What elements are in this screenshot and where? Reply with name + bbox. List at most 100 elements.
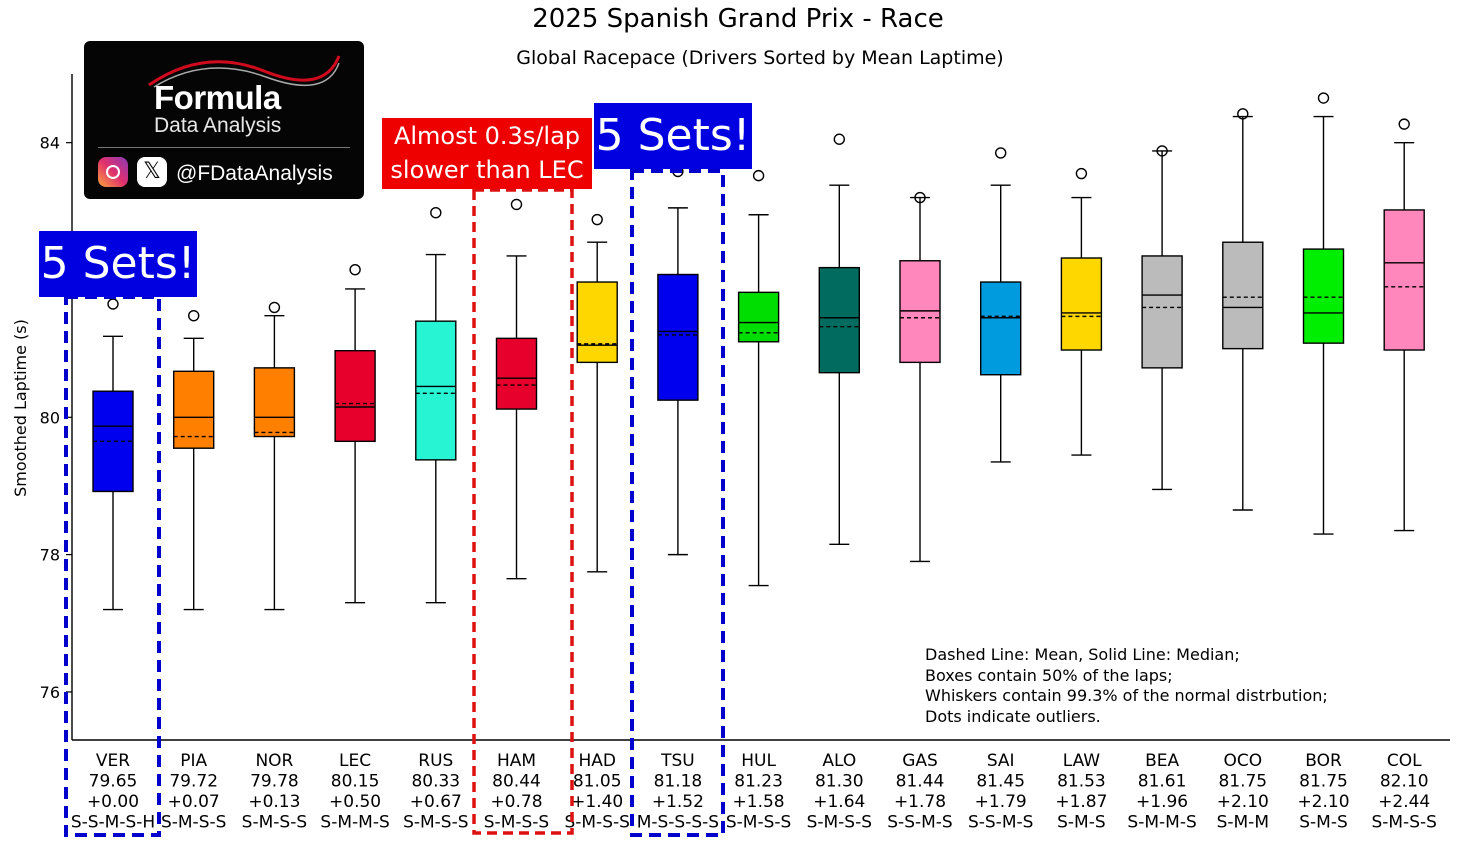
driver-code-pia: PIA [180, 751, 207, 771]
tsu-five-sets-banner: 5 Sets! [594, 103, 752, 169]
driver-strategy-alo: S-M-S-S [807, 813, 872, 833]
ham-banner-line-2: slower than LEC [390, 156, 584, 184]
ver-highlight-box [64, 295, 161, 837]
driver-gap-gas: +1.78 [894, 792, 946, 812]
outlier-dot [268, 301, 281, 314]
driver-code-nor: NOR [255, 751, 293, 771]
driver-gap-had: +1.40 [571, 792, 623, 812]
driver-gap-ham: +0.78 [490, 792, 542, 812]
driver-mean-laptime-oco: 81.75 [1218, 772, 1267, 792]
driver-code-sai: SAI [987, 751, 1015, 771]
driver-mean-laptime-col: 82.10 [1380, 772, 1429, 792]
driver-gap-law: +1.87 [1055, 792, 1107, 812]
iqr-box [1383, 209, 1425, 351]
driver-box-oco [1222, 108, 1264, 511]
driver-box-sai [980, 147, 1022, 463]
driver-gap-nor: +0.13 [248, 792, 300, 812]
driver-mean-laptime-bea: 81.61 [1138, 772, 1187, 792]
driver-strategy-col: S-M-S-S [1371, 813, 1436, 833]
driver-box-law [1060, 167, 1103, 456]
driver-code-alo: ALO [822, 751, 856, 771]
driver-mean-laptime-alo: 81.30 [815, 772, 864, 792]
driver-strategy-bor: S-M-S [1299, 813, 1348, 833]
logo-subtitle: Data Analysis [154, 114, 282, 137]
outlier-dot [510, 198, 523, 211]
iqr-box [1141, 255, 1183, 369]
iqr-box [495, 337, 538, 410]
iqr-box [1302, 248, 1345, 344]
driver-gap-bea: +1.96 [1136, 792, 1188, 812]
driver-mean-laptime-had: 81.05 [573, 772, 622, 792]
driver-box-bea [1141, 145, 1183, 491]
driver-gap-sai: +1.79 [975, 792, 1027, 812]
outlier-dot [187, 309, 200, 322]
driver-code-bor: BOR [1305, 751, 1342, 771]
legend-line-4: Dots indicate outliers. [925, 707, 1101, 726]
driver-box-rus [415, 206, 457, 604]
driver-box-hul [737, 169, 780, 587]
legend-line-2: Boxes contain 50% of the laps; [925, 666, 1173, 685]
driver-strategy-sai: S-S-M-S [968, 813, 1033, 833]
driver-mean-laptime-ham: 80.44 [492, 772, 541, 792]
driver-code-hul: HUL [741, 751, 776, 771]
outlier-dot [107, 298, 119, 310]
legend-line-3: Whiskers contain 99.3% of the normal dis… [925, 686, 1328, 705]
driver-box-nor [253, 301, 296, 611]
iqr-box [980, 281, 1022, 376]
driver-box-ham [495, 198, 538, 580]
logo-title: Formula [154, 79, 281, 116]
iqr-box [657, 273, 699, 401]
driver-code-had: HAD [578, 751, 616, 771]
outlier-dot [349, 263, 361, 276]
driver-mean-laptime-rus: 80.33 [411, 772, 460, 792]
ver-five-sets-banner: 5 Sets! [39, 231, 197, 297]
driver-box-had [576, 213, 618, 573]
driver-gap-pia: +0.07 [168, 792, 220, 812]
driver-gap-rus: +0.67 [410, 792, 462, 812]
driver-gap-lec: +0.50 [329, 792, 381, 812]
driver-gap-col: +2.44 [1378, 792, 1430, 812]
chart-subtitle: Global Racepace (Drivers Sorted by Mean … [516, 47, 1003, 69]
driver-mean-laptime-hul: 81.23 [734, 772, 783, 792]
y-axis-label: Smoothed Laptime (s) [11, 319, 30, 497]
iqr-box [576, 281, 618, 364]
ham-slower-banner: Almost 0.3s/lap slower than LEC [382, 118, 592, 189]
driver-mean-laptime-tsu: 81.18 [654, 772, 703, 792]
chart-title: 2025 Spanish Grand Prix - Race [532, 4, 944, 34]
x-logo-icon: 𝕏 [137, 157, 167, 187]
driver-gap-oco: +2.10 [1217, 792, 1269, 812]
driver-code-ham: HAM [497, 751, 536, 771]
iqr-box [172, 370, 215, 449]
driver-strategy-had: S-M-S-S [564, 813, 629, 833]
driver-gap-tsu: +1.52 [652, 792, 704, 812]
driver-box-bor [1302, 92, 1345, 535]
outlier-dot [1237, 108, 1249, 120]
driver-code-bea: BEA [1145, 751, 1179, 771]
iqr-box [415, 320, 457, 461]
driver-box-lec [334, 263, 376, 604]
outlier-dot [1156, 145, 1168, 157]
iqr-box [737, 291, 780, 343]
driver-strategy-oco: S-M-M [1217, 813, 1269, 833]
outlier-dot [591, 213, 603, 226]
driver-mean-laptime-nor: 79.78 [250, 772, 299, 792]
iqr-box [253, 367, 296, 438]
outlier-dot [1075, 167, 1088, 180]
driver-code-rus: RUS [418, 751, 453, 771]
y-tick-label: 84 [40, 134, 60, 153]
logo-divider [98, 147, 350, 148]
outlier-dot [1317, 92, 1330, 104]
driver-code-lec: LEC [339, 751, 371, 771]
legend-line-1: Dashed Line: Mean, Solid Line: Median; [925, 645, 1240, 664]
iqr-box [1222, 241, 1264, 350]
driver-box-alo [818, 133, 860, 546]
driver-strategy-ham: S-M-S-S [484, 813, 549, 833]
driver-box-tsu [657, 165, 699, 556]
driver-gap-ver: +0.00 [87, 792, 139, 812]
driver-strategy-bea: S-M-M-S [1127, 813, 1196, 833]
driver-code-col: COL [1387, 751, 1422, 771]
driver-strategy-gas: S-S-M-S [887, 813, 952, 833]
driver-gap-hul: +1.58 [733, 792, 785, 812]
outlier-dot [430, 206, 442, 219]
driver-box-ver [92, 298, 134, 611]
